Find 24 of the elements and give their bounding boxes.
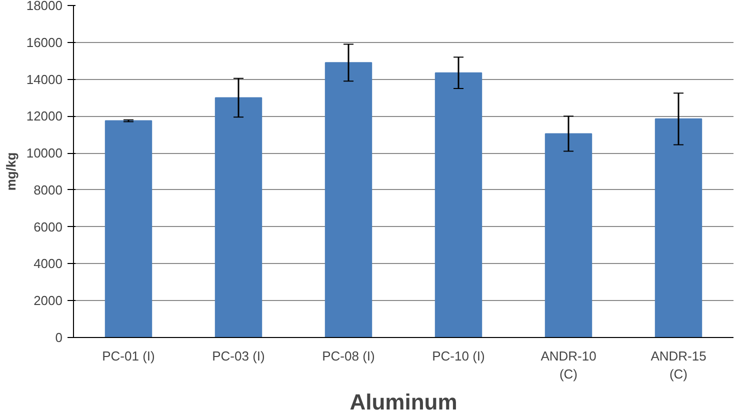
y-tick-label: 10000 xyxy=(26,146,63,161)
x-tick-label: PC-03 (I) xyxy=(212,348,265,364)
y-tick-label: 2000 xyxy=(34,293,62,308)
x-tick-label: PC-08 (I) xyxy=(322,348,375,364)
x-axis-title: Aluminum xyxy=(350,390,458,414)
y-axis-title: mg/kg xyxy=(3,152,18,191)
y-tick-label: 0 xyxy=(55,330,63,345)
x-tick-label: PC-10 (I) xyxy=(432,348,485,364)
bar xyxy=(104,120,152,338)
bar xyxy=(324,62,372,338)
bar xyxy=(544,133,592,338)
bar xyxy=(654,118,702,338)
y-tick-label: 6000 xyxy=(34,219,62,234)
bar xyxy=(434,72,482,338)
x-tick-label: PC-01 (I) xyxy=(102,348,155,364)
x-tick-label: ANDR-10 (C) xyxy=(540,348,596,382)
y-tick-label: 14000 xyxy=(26,72,63,87)
y-tick-label: 12000 xyxy=(26,108,63,124)
x-tick-label: ANDR-15 (C) xyxy=(650,348,706,382)
y-tick-label: 18000 xyxy=(26,0,63,13)
bar xyxy=(214,97,262,338)
y-tick-label: 4000 xyxy=(34,256,62,272)
y-tick-label: 16000 xyxy=(26,34,63,50)
y-tick-label: 8000 xyxy=(34,182,62,198)
